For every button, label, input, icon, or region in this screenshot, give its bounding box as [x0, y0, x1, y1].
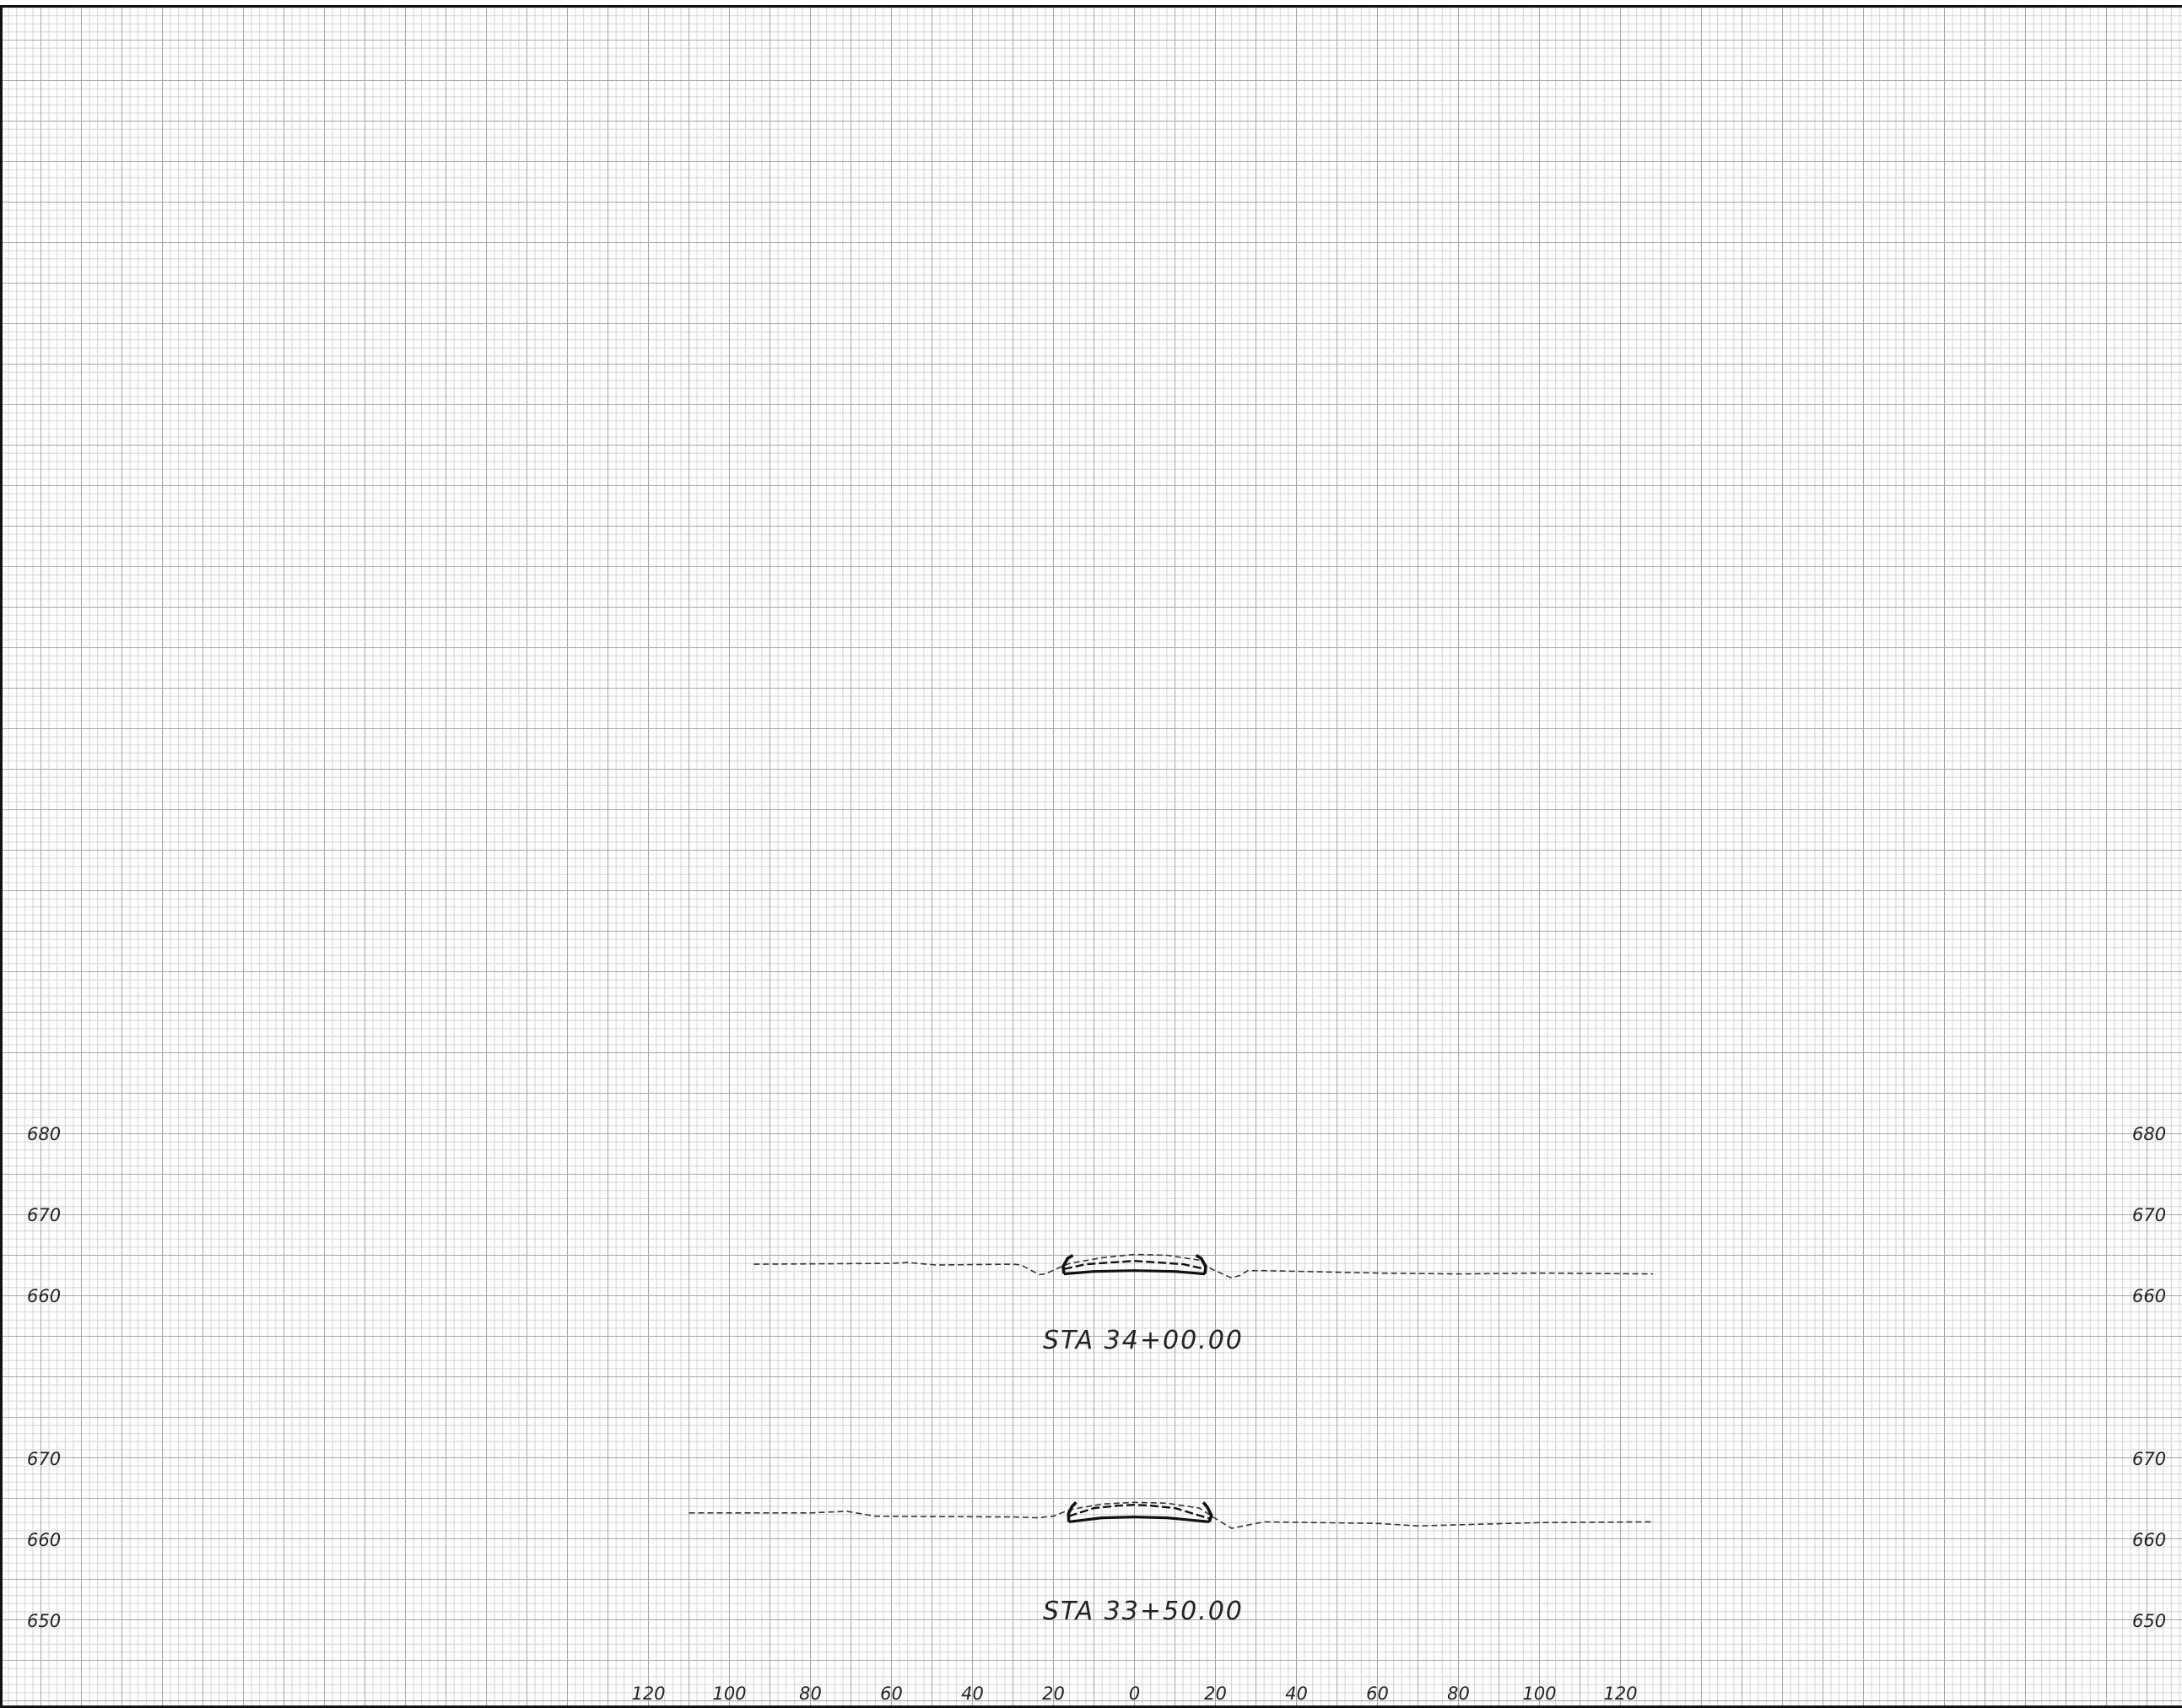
- offset-tick-label: 120: [631, 1684, 665, 1704]
- offset-tick-label: 120: [1603, 1684, 1637, 1704]
- left-curb: [1067, 1501, 1077, 1522]
- grid-major-lines: [0, 7, 2182, 1708]
- offset-tick-label: 80: [799, 1684, 822, 1704]
- offset-tick-label: 0: [1129, 1684, 1140, 1704]
- right-curb: [1195, 1253, 1207, 1274]
- offset-tick-label: 80: [1447, 1684, 1470, 1704]
- grid-minor-lines: [0, 7, 2182, 1708]
- pavement-bottom-line: [1068, 1515, 1210, 1523]
- existing-ground-line: [689, 1501, 1653, 1529]
- elev-label-left-660: 660: [27, 1286, 61, 1306]
- elev-label-right-670: 670: [2132, 1449, 2166, 1469]
- elev-label-left-670: 670: [27, 1205, 61, 1225]
- sheet-border: [0, 5, 2182, 1708]
- elevation-labels-left: 670 660 650: [27, 1449, 61, 1631]
- station-label: STA 33+50.00: [1043, 1597, 1244, 1626]
- grid-paper: [0, 7, 2182, 1708]
- elev-label-right-660: 660: [2132, 1530, 2166, 1550]
- section-sta-33-50: 670 660 650 670 660 650 STA 33+50.00: [27, 1449, 2166, 1631]
- elev-label-right-650: 650: [2132, 1611, 2166, 1631]
- elev-label-right-660: 660: [2132, 1286, 2166, 1306]
- elev-label-left-660: 660: [27, 1530, 61, 1550]
- proposed-surface-line: [1063, 1259, 1206, 1270]
- elevation-labels-right: 670 660 650: [2132, 1449, 2166, 1631]
- elev-label-right-680: 680: [2132, 1124, 2166, 1144]
- station-label: STA 34+00.00: [1043, 1326, 1244, 1355]
- offset-axis: 120 100 80 60 40 20 0 20 40 60 80 100 120: [631, 1684, 1637, 1704]
- pavement-bottom-line: [1063, 1269, 1206, 1276]
- elevation-labels-left: 680 670 660: [27, 1124, 61, 1306]
- right-curb: [1202, 1501, 1213, 1522]
- left-curb: [1061, 1253, 1074, 1274]
- existing-ground-line: [753, 1253, 1653, 1279]
- elev-label-left-670: 670: [27, 1449, 61, 1469]
- elev-label-left-680: 680: [27, 1124, 61, 1144]
- elevation-labels-right: 680 670 660: [2132, 1124, 2166, 1306]
- offset-tick-label: 40: [1285, 1684, 1308, 1704]
- elev-label-right-670: 670: [2132, 1205, 2166, 1225]
- offset-tick-label: 60: [1366, 1684, 1389, 1704]
- offset-tick-label: 20: [1042, 1684, 1065, 1704]
- offset-tick-label: 100: [1522, 1684, 1556, 1704]
- proposed-surface-line: [1068, 1503, 1210, 1520]
- offset-tick-label: 40: [961, 1684, 984, 1704]
- elev-label-left-650: 650: [27, 1611, 61, 1631]
- offset-tick-label: 20: [1204, 1684, 1227, 1704]
- section-sta-34-00: 680 670 660 680 670 660 STA 34+00.00: [27, 1124, 2166, 1355]
- offset-tick-label: 100: [712, 1684, 746, 1704]
- offset-tick-label: 60: [880, 1684, 903, 1704]
